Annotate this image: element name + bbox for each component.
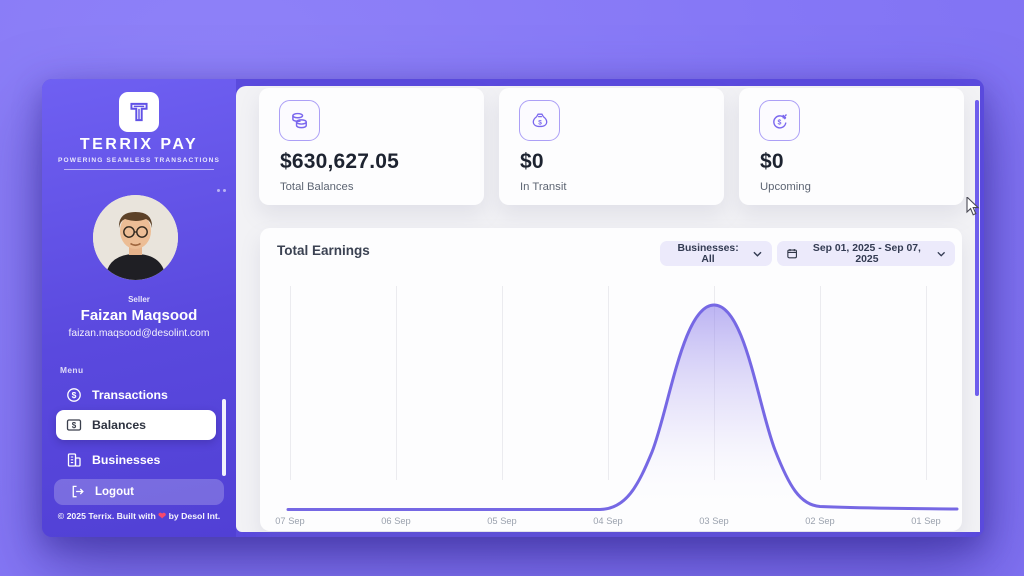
businesses-filter-dropdown[interactable]: Businesses: All bbox=[660, 241, 772, 266]
earnings-area-fill bbox=[288, 305, 957, 511]
avatar-photo bbox=[93, 195, 178, 280]
sidebar-item-businesses[interactable]: Businesses bbox=[56, 447, 216, 473]
profile-name: Faizan Maqsood bbox=[80, 307, 198, 324]
x-axis-tick: 03 Sep bbox=[699, 516, 729, 526]
date-range-dropdown[interactable]: Sep 01, 2025 - Sep 07, 2025 bbox=[777, 241, 955, 266]
gridline bbox=[608, 286, 609, 480]
sidebar-item-label: Businesses bbox=[92, 453, 161, 467]
gridline bbox=[714, 286, 715, 480]
sidebar-item-transactions[interactable]: $ Transactions bbox=[56, 382, 216, 408]
sidebar-scrollbar[interactable] bbox=[222, 399, 226, 476]
stat-card-upcoming: $ $0 Upcoming bbox=[739, 88, 964, 205]
chevron-down-icon bbox=[753, 251, 762, 257]
in-transit-label: In Transit bbox=[520, 181, 567, 193]
gridline bbox=[926, 286, 927, 480]
in-transit-amount: $0 bbox=[520, 150, 544, 173]
x-axis-tick: 01 Sep bbox=[911, 516, 941, 526]
svg-text:$: $ bbox=[777, 119, 781, 126]
logout-label: Logout bbox=[95, 486, 134, 498]
sidebar-collapse-handle[interactable] bbox=[214, 185, 228, 195]
stat-card-in-transit: $ $0 In Transit bbox=[499, 88, 724, 205]
content-panel: $630,627.05 Total Balances $ $0 In Trans… bbox=[236, 86, 980, 532]
money-bag-icon: $ bbox=[519, 100, 560, 141]
gridline bbox=[502, 286, 503, 480]
chart-title: Total Earnings bbox=[277, 243, 370, 258]
gridline bbox=[820, 286, 821, 480]
money-return-icon: $ bbox=[759, 100, 800, 141]
x-axis-tick: 02 Sep bbox=[805, 516, 835, 526]
terrix-logo-icon bbox=[130, 102, 148, 122]
profile-role: Seller bbox=[128, 295, 150, 304]
gridline bbox=[396, 286, 397, 480]
building-icon bbox=[66, 452, 82, 468]
menu-section-label: Menu bbox=[60, 365, 84, 375]
sidebar-item-label: Transactions bbox=[92, 388, 168, 402]
content-scrollbar[interactable] bbox=[975, 100, 979, 396]
upcoming-amount: $0 bbox=[760, 150, 784, 173]
x-axis-tick: 04 Sep bbox=[593, 516, 623, 526]
coins-stack-icon bbox=[279, 100, 320, 141]
avatar bbox=[93, 195, 178, 280]
banknote-icon: $ bbox=[66, 417, 82, 433]
x-axis-tick: 05 Sep bbox=[487, 516, 517, 526]
sidebar-item-label: Balances bbox=[92, 418, 147, 432]
svg-text:$: $ bbox=[72, 421, 77, 430]
total-earnings-card: Total Earnings Businesses: All Sep 01, 2… bbox=[260, 228, 962, 531]
chevron-down-icon bbox=[936, 251, 945, 257]
svg-text:$: $ bbox=[538, 119, 542, 126]
earnings-area-chart bbox=[286, 303, 959, 511]
mouse-cursor bbox=[966, 197, 980, 216]
app-window: TERRIX PAY POWERING SEAMLESS TRANSACTION… bbox=[42, 79, 984, 537]
app-title: TERRIX PAY bbox=[79, 136, 199, 153]
date-range-label: Sep 01, 2025 - Sep 07, 2025 bbox=[812, 242, 921, 265]
svg-text:$: $ bbox=[72, 390, 77, 400]
earnings-line bbox=[286, 303, 959, 511]
calendar-icon bbox=[787, 249, 797, 259]
stat-card-total-balances: $630,627.05 Total Balances bbox=[259, 88, 484, 205]
app-tagline: POWERING SEAMLESS TRANSACTIONS bbox=[58, 157, 220, 164]
sidebar-footer: © 2025 Terrix. Built with ❤ by Desol Int… bbox=[57, 511, 221, 522]
dollar-circle-icon: $ bbox=[66, 387, 82, 403]
total-balances-label: Total Balances bbox=[280, 181, 354, 193]
heart-icon: ❤ bbox=[158, 511, 167, 522]
gridline bbox=[290, 286, 291, 480]
logout-icon bbox=[70, 484, 86, 500]
profile-email: faizan.maqsood@desolint.com bbox=[68, 328, 210, 339]
upcoming-label: Upcoming bbox=[760, 181, 811, 193]
businesses-filter-label: Businesses: All bbox=[677, 242, 739, 265]
app-logo bbox=[119, 92, 159, 132]
sidebar: TERRIX PAY POWERING SEAMLESS TRANSACTION… bbox=[42, 79, 236, 537]
x-axis-tick: 06 Sep bbox=[381, 516, 411, 526]
logout-button[interactable]: Logout bbox=[54, 479, 224, 505]
total-balances-amount: $630,627.05 bbox=[280, 150, 399, 173]
sidebar-item-balances[interactable]: $ Balances bbox=[56, 410, 216, 440]
x-axis-tick: 07 Sep bbox=[275, 516, 305, 526]
sidebar-divider bbox=[64, 169, 214, 170]
